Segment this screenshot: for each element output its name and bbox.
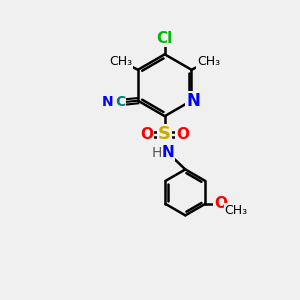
Text: CH₃: CH₃ — [109, 55, 132, 68]
Text: O: O — [176, 127, 189, 142]
Text: CH₃: CH₃ — [224, 204, 248, 217]
Text: N: N — [161, 145, 174, 160]
Text: Cl: Cl — [157, 32, 173, 46]
Text: N: N — [102, 95, 113, 109]
Text: O: O — [214, 196, 227, 211]
Text: N: N — [186, 92, 200, 110]
Text: CH₃: CH₃ — [197, 55, 220, 68]
Text: C: C — [115, 95, 125, 109]
Text: H: H — [151, 146, 162, 160]
Text: S: S — [158, 125, 171, 143]
Text: O: O — [141, 127, 154, 142]
